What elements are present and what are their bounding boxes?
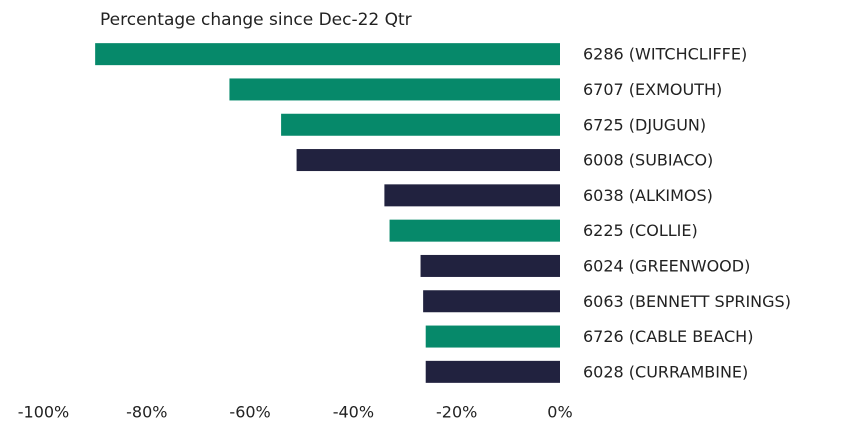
x-tick-label: -40% — [333, 403, 374, 422]
category-label: 6286 (WITCHCLIFFE) — [583, 45, 747, 64]
x-tick-label: -100% — [18, 403, 70, 422]
bar — [389, 219, 560, 242]
category-label: 6063 (BENNETT SPRINGS) — [583, 292, 791, 311]
bar — [423, 290, 560, 313]
bar — [425, 325, 560, 348]
category-label: 6008 (SUBIACO) — [583, 151, 713, 170]
category-label: 6028 (CURRAMBINE) — [583, 362, 748, 381]
category-label: 6024 (GREENWOOD) — [583, 256, 750, 275]
x-tick-label: 0% — [547, 403, 572, 422]
bar — [420, 254, 560, 277]
chart-title: Percentage change since Dec-22 Qtr — [100, 10, 412, 30]
bar — [425, 360, 560, 383]
category-label: 6038 (ALKIMOS) — [583, 186, 713, 205]
category-label: 6725 (DJUGUN) — [583, 115, 706, 134]
category-label: 6707 (EXMOUTH) — [583, 80, 722, 99]
x-tick-label: -20% — [436, 403, 477, 422]
x-tick-label: -60% — [229, 403, 270, 422]
bar — [95, 43, 561, 66]
x-tick-label: -80% — [126, 403, 167, 422]
bar — [229, 78, 560, 101]
category-label: 6726 (CABLE BEACH) — [583, 327, 753, 346]
bar — [384, 184, 560, 207]
bar — [281, 113, 560, 136]
category-label: 6225 (COLLIE) — [583, 221, 698, 240]
bar — [296, 149, 560, 172]
